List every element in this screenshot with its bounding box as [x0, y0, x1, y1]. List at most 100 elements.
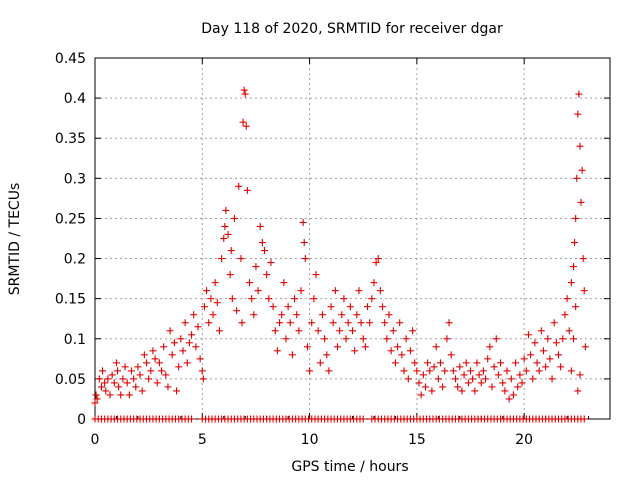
data-point: [221, 222, 229, 230]
data-point: [456, 363, 464, 371]
data-point: [385, 311, 393, 319]
data-point: [572, 214, 580, 222]
data-point: [108, 371, 116, 379]
data-point: [303, 343, 311, 351]
data-point: [430, 363, 438, 371]
data-point: [230, 214, 238, 222]
data-point: [134, 363, 142, 371]
data-point: [426, 367, 434, 375]
data-point: [181, 319, 189, 327]
data-point: [280, 279, 288, 287]
y-tick-label: 0.15: [55, 292, 86, 308]
data-point: [164, 383, 172, 391]
x-tick-label: 20: [515, 432, 533, 448]
data-point: [233, 307, 241, 315]
data-point: [218, 255, 226, 263]
data-point: [220, 235, 228, 242]
x-tick-label: 10: [301, 432, 319, 448]
data-point: [552, 339, 560, 347]
x-tick-label: 5: [198, 432, 207, 448]
data-point: [357, 319, 365, 327]
data-point: [542, 363, 550, 371]
x-tick-label: 0: [91, 432, 100, 448]
data-point: [240, 86, 248, 94]
data-point: [226, 271, 234, 279]
data-point: [127, 367, 135, 375]
data-point: [501, 387, 509, 395]
data-point: [293, 311, 301, 319]
data-point: [567, 279, 575, 287]
data-point: [490, 363, 498, 371]
data-point: [366, 319, 374, 327]
data-point: [329, 319, 337, 327]
data-point: [136, 371, 144, 379]
data-point: [557, 363, 565, 371]
data-point: [580, 287, 588, 295]
data-point: [372, 259, 380, 267]
data-point: [110, 379, 118, 387]
data-point: [533, 359, 541, 367]
data-point: [445, 319, 453, 327]
data-point: [488, 383, 496, 391]
data-point: [396, 319, 404, 327]
data-point: [516, 371, 524, 379]
data-point: [539, 347, 547, 355]
data-point: [364, 303, 372, 311]
plot-frame: [94, 57, 611, 420]
data-point: [198, 367, 206, 375]
x-tick-label: 15: [408, 432, 426, 448]
data-point: [535, 367, 543, 375]
data-point: [254, 287, 262, 295]
data-point: [400, 367, 408, 375]
data-point: [117, 391, 125, 399]
data-point: [368, 295, 376, 303]
data-point: [413, 367, 421, 375]
data-point: [555, 351, 562, 359]
data-point: [95, 375, 103, 383]
data-point: [183, 359, 191, 367]
data-point: [454, 383, 462, 391]
data-point: [514, 383, 522, 391]
data-point: [579, 255, 587, 263]
data-point: [331, 287, 339, 295]
data-point: [168, 351, 176, 359]
data-point: [314, 327, 322, 335]
data-point: [484, 355, 492, 363]
data-point: [563, 295, 571, 303]
data-point: [177, 335, 185, 343]
y-tick-label: 0.1: [64, 332, 86, 348]
zero-data-point: [580, 415, 588, 423]
data-point: [203, 287, 211, 295]
data-point: [544, 335, 552, 343]
data-point: [242, 122, 250, 130]
y-tick-label: 0.05: [55, 372, 86, 388]
data-point: [211, 279, 219, 287]
data-point: [381, 319, 389, 327]
data-point: [452, 375, 459, 383]
y-tick-label: 0: [77, 412, 86, 428]
data-point: [301, 255, 309, 263]
data-point: [548, 375, 556, 383]
data-point: [271, 327, 279, 335]
data-point: [112, 359, 120, 367]
data-point: [199, 375, 207, 383]
data-point: [333, 343, 341, 351]
data-point: [119, 375, 127, 383]
data-point: [376, 287, 384, 295]
data-point: [473, 359, 481, 367]
data-point: [550, 319, 558, 327]
data-point: [93, 395, 101, 403]
data-point: [404, 375, 412, 383]
data-point: [312, 271, 320, 279]
data-point: [192, 343, 200, 351]
data-point: [570, 335, 578, 343]
data-point: [571, 239, 579, 247]
data-point: [261, 247, 269, 255]
data-point: [306, 367, 314, 375]
data-point: [227, 247, 235, 255]
data-point: [291, 295, 299, 303]
data-point: [106, 391, 114, 399]
data-point: [527, 351, 535, 359]
data-point: [421, 383, 429, 391]
